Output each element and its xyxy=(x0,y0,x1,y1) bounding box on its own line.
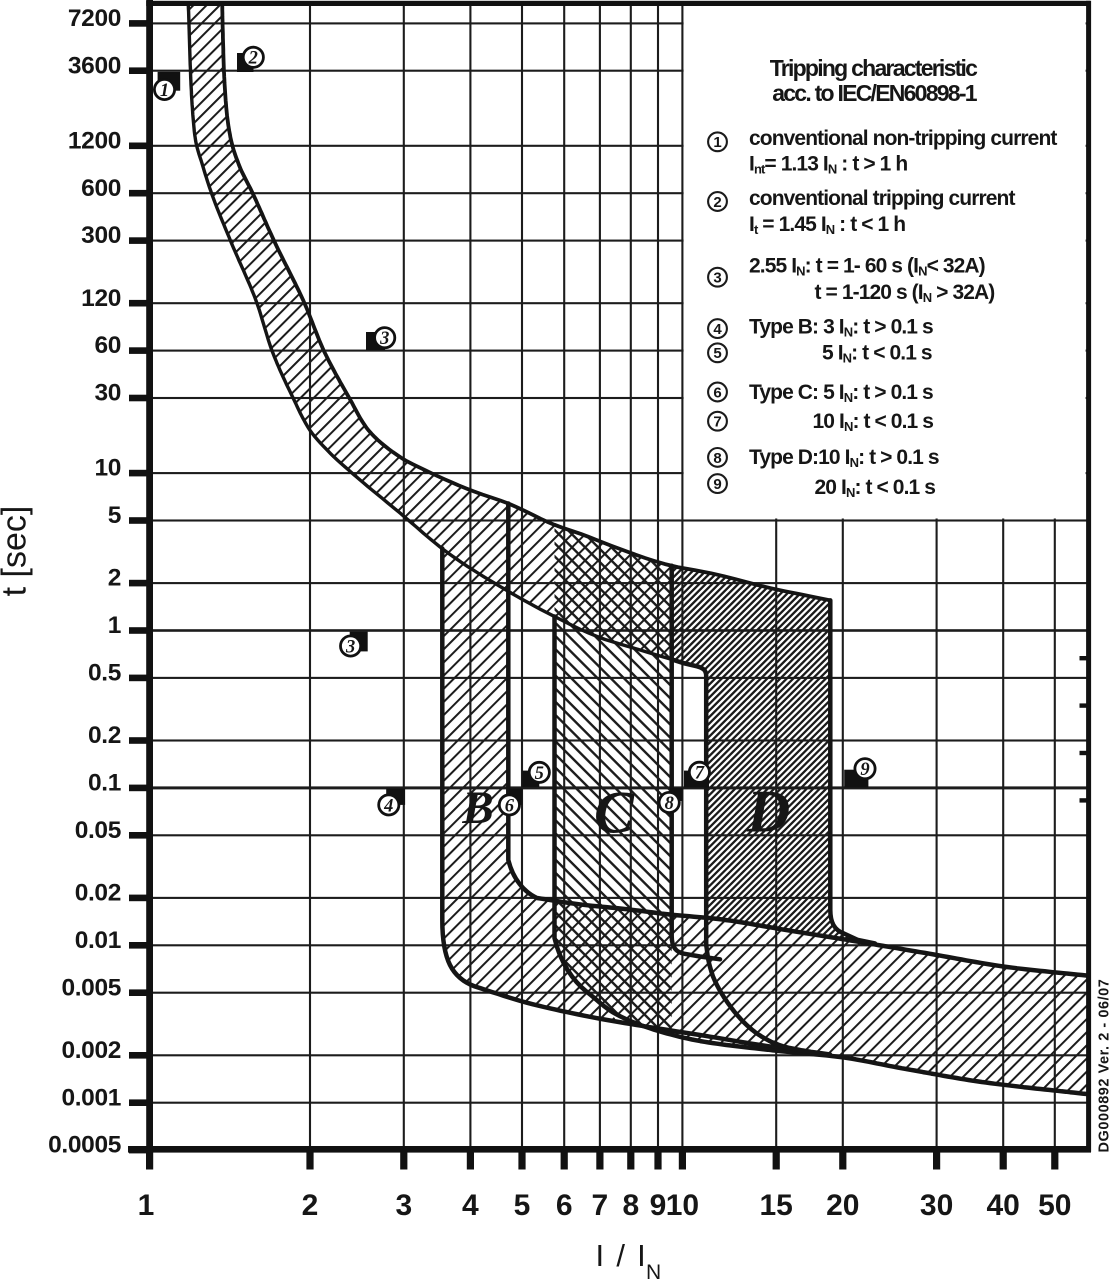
svg-text:2: 2 xyxy=(302,1189,319,1222)
svg-text:Type B: 3 IN: t > 0.1 s: Type B: 3 IN: t > 0.1 s xyxy=(749,316,933,340)
svg-text:0.0005: 0.0005 xyxy=(48,1132,121,1159)
svg-text:20: 20 xyxy=(826,1189,859,1222)
svg-text:2.55 IN: t = 1- 60 s (IN< 32A): 2.55 IN: t = 1- 60 s (IN< 32A) xyxy=(749,255,985,279)
svg-text:8: 8 xyxy=(622,1189,639,1222)
svg-text:20 IN: t < 0.1 s: 20 IN: t < 0.1 s xyxy=(815,476,936,500)
svg-text:1: 1 xyxy=(160,81,169,101)
svg-text:6: 6 xyxy=(556,1189,573,1222)
svg-text:DG000892 Ver. 2 - 06/07: DG000892 Ver. 2 - 06/07 xyxy=(1097,979,1111,1153)
svg-text:9: 9 xyxy=(713,476,721,493)
svg-text:3600: 3600 xyxy=(68,52,121,79)
svg-text:Int= 1.13 IN : t > 1 h: Int= 1.13 IN : t > 1 h xyxy=(749,153,907,177)
svg-text:50: 50 xyxy=(1038,1189,1071,1222)
svg-text:7: 7 xyxy=(592,1189,609,1222)
svg-text:1: 1 xyxy=(138,1189,155,1222)
svg-text:300: 300 xyxy=(81,222,121,249)
svg-text:8: 8 xyxy=(665,794,674,814)
svg-text:0.2: 0.2 xyxy=(88,722,121,749)
svg-text:0.005: 0.005 xyxy=(61,974,121,1001)
svg-text:4: 4 xyxy=(462,1189,479,1222)
svg-text:5: 5 xyxy=(108,502,121,529)
svg-text:7: 7 xyxy=(695,764,705,784)
svg-text:10: 10 xyxy=(666,1189,699,1222)
svg-text:6: 6 xyxy=(505,796,515,816)
svg-text:3: 3 xyxy=(713,270,721,287)
svg-text:0.5: 0.5 xyxy=(88,660,121,687)
svg-text:0.02: 0.02 xyxy=(75,880,121,907)
svg-text:5: 5 xyxy=(535,764,544,784)
svg-text:Type C: 5 IN: t > 0.1 s: Type C: 5 IN: t > 0.1 s xyxy=(749,381,933,405)
svg-text:1: 1 xyxy=(108,612,121,639)
svg-text:B: B xyxy=(461,782,493,834)
svg-text:0.001: 0.001 xyxy=(61,1084,121,1111)
svg-text:t [sec]: t [sec] xyxy=(0,506,34,597)
svg-text:6: 6 xyxy=(713,384,721,401)
svg-text:30: 30 xyxy=(94,380,121,407)
svg-text:600: 600 xyxy=(81,175,121,202)
svg-text:30: 30 xyxy=(920,1189,953,1222)
svg-text:8: 8 xyxy=(713,450,721,467)
svg-text:conventional non-tripping curr: conventional non-tripping current xyxy=(749,127,1057,150)
svg-text:conventional tripping current: conventional tripping current xyxy=(749,187,1015,210)
svg-text:2: 2 xyxy=(248,49,258,69)
svg-text:10: 10 xyxy=(94,455,121,482)
svg-text:7200: 7200 xyxy=(68,5,121,32)
svg-text:9: 9 xyxy=(650,1189,667,1222)
svg-text:5 IN: t < 0.1 s: 5 IN: t < 0.1 s xyxy=(822,342,932,366)
svg-text:4: 4 xyxy=(713,321,722,338)
svg-text:3: 3 xyxy=(379,329,389,349)
svg-text:4: 4 xyxy=(383,796,393,816)
svg-text:t = 1-120 s (IN > 32A): t = 1-120 s (IN > 32A) xyxy=(815,281,995,305)
svg-text:9: 9 xyxy=(860,760,869,780)
svg-text:D: D xyxy=(746,779,790,845)
svg-text:1: 1 xyxy=(713,134,721,151)
svg-text:0.1: 0.1 xyxy=(88,770,121,797)
svg-text:10 IN: t < 0.1 s: 10 IN: t < 0.1 s xyxy=(813,410,934,434)
svg-text:acc. to IEC/EN60898-1: acc. to IEC/EN60898-1 xyxy=(772,80,978,106)
svg-text:5: 5 xyxy=(514,1189,531,1222)
svg-text:Type D:10 IN: t > 0.1 s: Type D:10 IN: t > 0.1 s xyxy=(749,446,939,470)
svg-text:0.002: 0.002 xyxy=(61,1037,121,1064)
svg-text:0.05: 0.05 xyxy=(75,817,121,844)
svg-text:120: 120 xyxy=(81,285,121,312)
svg-text:1200: 1200 xyxy=(68,127,121,154)
svg-text:0.01: 0.01 xyxy=(75,927,121,954)
svg-text:C: C xyxy=(594,780,635,846)
svg-text:2: 2 xyxy=(108,565,121,592)
svg-text:3: 3 xyxy=(345,637,355,657)
svg-text:3: 3 xyxy=(395,1189,412,1222)
svg-text:5: 5 xyxy=(713,345,721,362)
svg-text:15: 15 xyxy=(760,1189,793,1222)
svg-text:Tripping characteristic: Tripping characteristic xyxy=(770,55,978,81)
svg-text:60: 60 xyxy=(94,332,121,359)
svg-text:N: N xyxy=(646,1261,661,1280)
svg-text:2: 2 xyxy=(713,194,721,211)
svg-text:It = 1.45 IN : t < 1 h: It = 1.45 IN : t < 1 h xyxy=(749,213,905,237)
svg-text:7: 7 xyxy=(713,414,721,431)
svg-text:40: 40 xyxy=(987,1189,1020,1222)
svg-text:I / I: I / I xyxy=(596,1238,648,1273)
